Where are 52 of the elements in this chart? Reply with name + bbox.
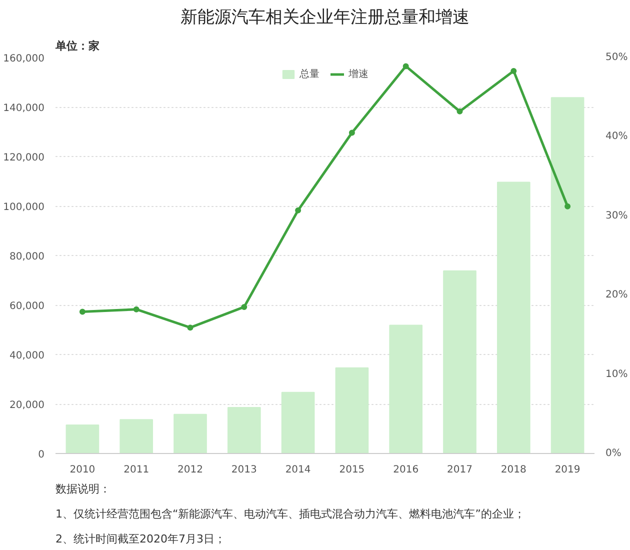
x-tick-label: 2014 bbox=[285, 464, 311, 476]
y-tick-label: 100,000 bbox=[3, 202, 45, 213]
bar bbox=[281, 392, 315, 454]
y2-tick-label: 0% bbox=[606, 448, 622, 459]
x-tick-label: 2010 bbox=[70, 464, 96, 476]
bar bbox=[389, 324, 423, 454]
point bbox=[133, 306, 140, 312]
text: 数据说明： bbox=[56, 482, 110, 496]
point bbox=[456, 108, 463, 114]
bar bbox=[443, 270, 476, 454]
y2-tick-label: 20% bbox=[606, 290, 628, 301]
x-tick-label: 2019 bbox=[554, 464, 580, 476]
x-tick-label: 2015 bbox=[339, 464, 365, 476]
y-tick-label: 140,000 bbox=[3, 103, 45, 114]
legend-label: 增速 bbox=[348, 68, 368, 81]
point bbox=[79, 308, 86, 315]
y-tick-label: 160,000 bbox=[3, 54, 45, 64]
y-tick-label: 20,000 bbox=[10, 400, 45, 411]
chart-title: 新能源汽车相关企业年注册总量和增速 bbox=[180, 8, 470, 28]
x-tick-label: 2013 bbox=[231, 464, 257, 476]
x-tick-label: 2017 bbox=[447, 464, 472, 476]
x-tick-label: 2012 bbox=[178, 464, 203, 476]
point bbox=[348, 130, 355, 136]
y-tick-label: 40,000 bbox=[10, 350, 45, 362]
y-axis-title: 单位：家 bbox=[54, 40, 100, 52]
point bbox=[402, 63, 409, 70]
bar bbox=[227, 406, 261, 454]
y2-tick-label: 40% bbox=[606, 131, 628, 142]
text: 1、仅统计经营范围包含“新能源汽车、电动汽车、插电式混合动力汽车、燃料电池汽车”的企业； bbox=[56, 508, 525, 520]
y-tick-label: 120,000 bbox=[3, 152, 45, 164]
bar bbox=[174, 414, 207, 454]
y-tick-label: 60,000 bbox=[10, 301, 45, 312]
y2-tick-label: 50% bbox=[606, 52, 628, 63]
point bbox=[187, 324, 194, 331]
bar bbox=[550, 97, 584, 454]
x-tick-label: 2011 bbox=[124, 464, 150, 476]
bar bbox=[120, 419, 154, 454]
point bbox=[564, 203, 571, 210]
y-tick-label: 80,000 bbox=[10, 252, 45, 262]
y2-tick-label: 30% bbox=[606, 210, 628, 222]
legend-label: 总量 bbox=[300, 68, 320, 81]
x-tick-label: 2018 bbox=[500, 464, 526, 476]
point bbox=[510, 68, 517, 74]
x-tick-label: 2016 bbox=[393, 464, 419, 476]
y-tick-label: 0 bbox=[38, 450, 45, 460]
point bbox=[295, 207, 302, 214]
point bbox=[241, 304, 248, 310]
bar bbox=[66, 424, 100, 454]
bar bbox=[496, 182, 530, 454]
y2-tick-label: 10% bbox=[606, 368, 628, 380]
bar bbox=[335, 367, 369, 454]
text: 2、统计时间截至2020年7月3日； bbox=[56, 532, 226, 546]
